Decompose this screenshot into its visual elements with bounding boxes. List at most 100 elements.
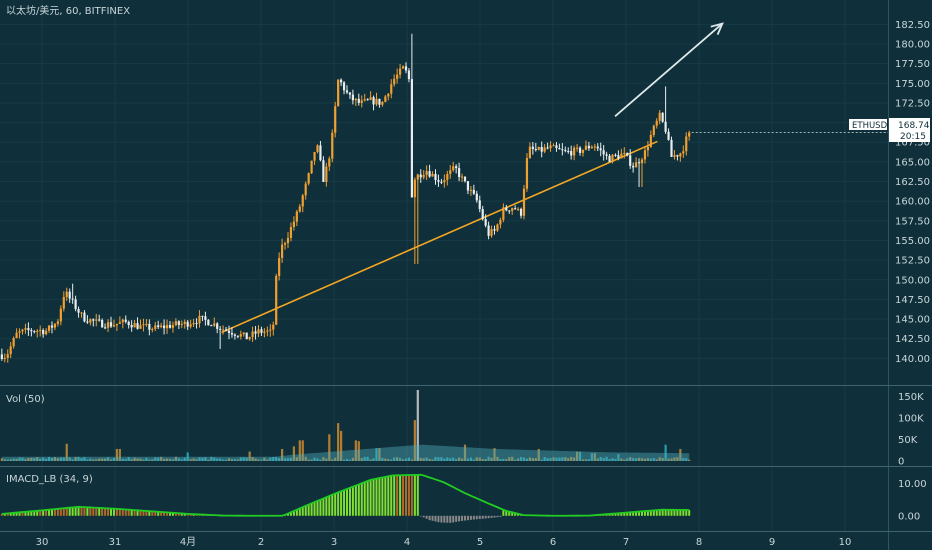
- volume-bar: [245, 457, 248, 461]
- macd-histogram-bar: [490, 515, 493, 518]
- volume-bar: [463, 444, 467, 461]
- candle-body: [47, 325, 51, 331]
- candle-body: [511, 208, 514, 211]
- macd-histogram-bar: [399, 475, 402, 516]
- volume-bar: [611, 458, 614, 461]
- volume-bar: [269, 457, 272, 461]
- candle-body: [587, 145, 590, 149]
- candle-body: [369, 97, 372, 100]
- macd-histogram-bar: [53, 509, 56, 516]
- candle-body: [404, 66, 408, 71]
- volume-bar: [142, 459, 145, 461]
- candle-body: [180, 323, 183, 325]
- macd-histogram-bar: [130, 509, 133, 516]
- candle-body: [505, 207, 508, 211]
- candle-body: [89, 319, 92, 323]
- macd-histogram-bar: [121, 509, 124, 516]
- macd-histogram-bar: [71, 507, 74, 516]
- candle-body: [378, 98, 381, 105]
- candle-body: [328, 158, 331, 167]
- volume-bar: [121, 458, 124, 461]
- volume-bar: [213, 457, 216, 461]
- candle-body: [366, 99, 369, 101]
- macd-histogram-bar: [641, 511, 643, 516]
- volume-bar: [301, 440, 304, 461]
- candle-body: [617, 155, 620, 159]
- volume-bar: [416, 390, 419, 461]
- volume-bar: [514, 459, 517, 461]
- candle-body: [381, 101, 384, 105]
- candle-body: [605, 154, 608, 156]
- macd-histogram-bar: [419, 515, 422, 517]
- macd-histogram-bar: [402, 475, 405, 516]
- macd-histogram-bar: [464, 515, 466, 521]
- candle-body: [611, 154, 614, 162]
- volume-bar: [617, 454, 620, 461]
- macd-histogram-bar: [667, 509, 670, 516]
- candle-body: [425, 171, 428, 175]
- candle-body: [33, 331, 36, 333]
- macd-histogram-bar: [626, 512, 629, 516]
- volume-bar: [375, 448, 378, 461]
- candle-body: [289, 226, 293, 238]
- candle-body: [24, 328, 27, 330]
- candle-body: [142, 324, 145, 326]
- price-tick-label: 180.00: [895, 40, 930, 51]
- volume-bar: [328, 434, 331, 461]
- candle-body: [434, 173, 437, 181]
- macd-histogram-bar: [688, 509, 691, 516]
- macd-histogram-bar: [617, 513, 620, 516]
- volume-ma-area: [1, 444, 690, 461]
- macd-histogram-bar: [307, 504, 310, 516]
- candle-body: [0, 354, 3, 359]
- volume-bar: [86, 459, 89, 461]
- volume-bar: [596, 458, 599, 461]
- volume-bar: [363, 456, 366, 461]
- macd-histogram-bar: [461, 515, 464, 521]
- macd-histogram-bar: [652, 510, 655, 516]
- candle-body: [508, 210, 511, 212]
- macd-histogram-bar: [472, 515, 475, 520]
- volume-bar: [351, 457, 354, 461]
- candle-body: [104, 327, 107, 329]
- macd-histogram-bar: [65, 507, 68, 516]
- macd-histogram-bar: [446, 515, 449, 523]
- macd-histogram-bar: [313, 502, 316, 516]
- volume-bar: [511, 456, 514, 461]
- volume-bar: [316, 458, 319, 461]
- candle-body: [201, 315, 204, 317]
- volume-bar: [546, 458, 549, 461]
- macd-histogram-bar: [289, 512, 292, 516]
- volume-bar: [493, 448, 496, 461]
- candle-body: [519, 208, 523, 216]
- volume-bar: [384, 458, 387, 461]
- volume-bar: [584, 459, 588, 461]
- candle-body: [71, 298, 74, 300]
- macd-histogram-bar: [425, 515, 428, 519]
- volume-bar: [484, 459, 487, 461]
- volume-bar: [372, 458, 375, 461]
- candle-body: [390, 84, 393, 94]
- candle-body: [496, 224, 499, 231]
- volume-bar: [517, 458, 520, 461]
- volume-bar: [469, 457, 472, 461]
- time-tick-label: 30: [36, 537, 49, 548]
- candle-body: [39, 330, 42, 332]
- candle-body: [136, 323, 139, 329]
- candle-body: [570, 151, 573, 156]
- macd-histogram-bar: [157, 511, 160, 516]
- candle-body: [192, 323, 195, 325]
- volume-bar: [71, 459, 74, 461]
- candle-body: [316, 145, 319, 153]
- candle-body: [118, 322, 121, 324]
- volume-bar: [298, 440, 301, 461]
- candle-body: [561, 149, 564, 151]
- time-tick-label: 10: [839, 537, 852, 548]
- candle-body: [652, 125, 655, 136]
- candle-body: [254, 331, 257, 334]
- volume-bar: [543, 456, 546, 461]
- candle-body: [469, 189, 472, 191]
- candle-body: [53, 323, 57, 328]
- volume-bar: [428, 458, 431, 461]
